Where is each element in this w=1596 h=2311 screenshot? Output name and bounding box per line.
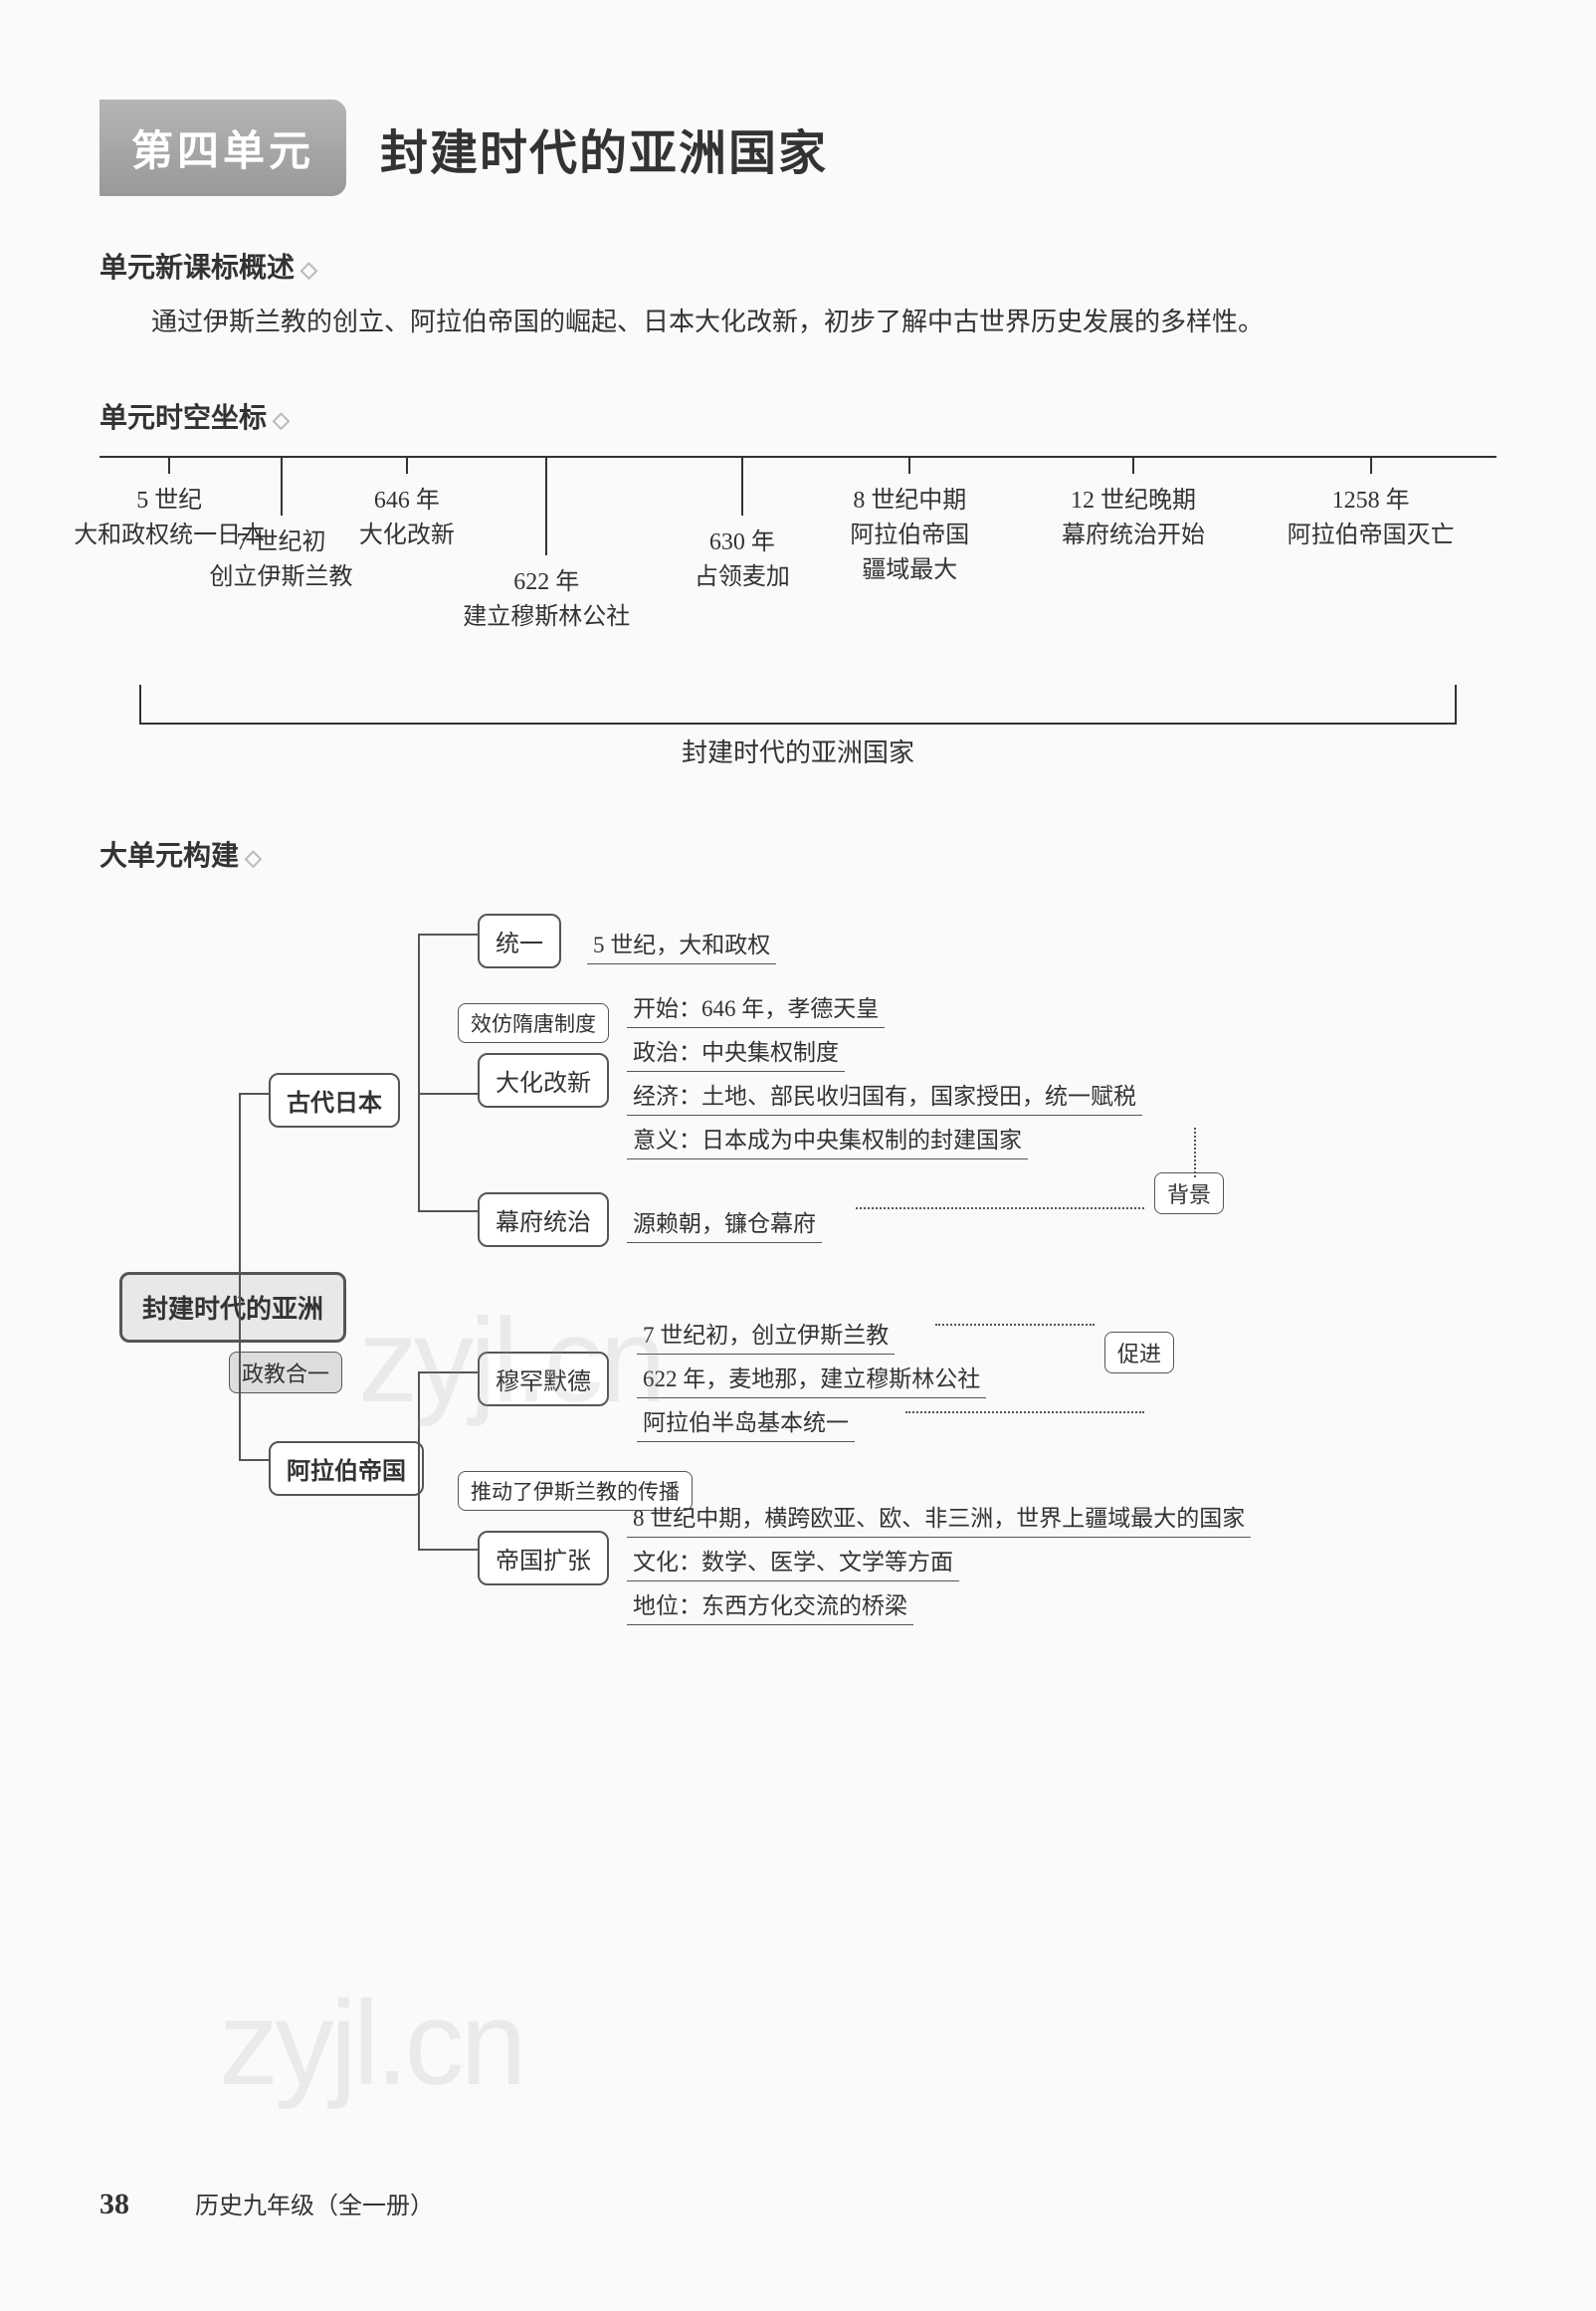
leaf-taika-3: 意义：日本成为中央集权制的封建国家 <box>627 1117 1028 1159</box>
overview-text: 通过伊斯兰教的创立、阿拉伯帝国的崛起、日本大化改新，初步了解中古世界历史发展的多… <box>100 298 1496 346</box>
timeline-desc: 建立穆斯林公社 <box>463 596 630 631</box>
badge-promote: 促进 <box>1104 1332 1174 1373</box>
timeline-event: 646 年大化改新 <box>359 456 455 549</box>
timeline-event: 630 年占领麦加 <box>695 456 790 591</box>
book-info: 历史九年级（全一册） <box>195 2194 434 2219</box>
mindmap-heading: 大单元构建◇ <box>100 834 1496 874</box>
timeline-desc: 幕府统治开始 <box>1062 515 1205 549</box>
timeline-date: 1258 年 <box>1288 480 1455 515</box>
timeline-date: 630 年 <box>695 522 790 556</box>
tag-taika: 效仿隋唐制度 <box>458 1003 609 1043</box>
unit-header: 第四单元 封建时代的亚洲国家 <box>100 100 1496 196</box>
node-root: 封建时代的亚洲 <box>119 1272 346 1343</box>
mindmap: 封建时代的亚洲 政教合一 古代日本 阿拉伯帝国 统一 5 世纪，大和政权 效仿隋… <box>100 914 1496 1730</box>
watermark-2: zyjl.cn <box>219 1975 522 2112</box>
node-arab: 阿拉伯帝国 <box>269 1441 424 1496</box>
timeline-event: 12 世纪晚期幕府统治开始 <box>1062 456 1205 549</box>
leaf-muhammad-2: 阿拉伯半岛基本统一 <box>637 1399 855 1442</box>
node-japan: 古代日本 <box>269 1073 400 1128</box>
leaf-expand-2: 地位：东西方化交流的桥梁 <box>627 1582 913 1625</box>
timeline-date: 8 世纪中期 <box>850 480 969 515</box>
timeline-bracket: 封建时代的亚洲国家 <box>139 685 1457 725</box>
timeline-event: 1258 年阿拉伯帝国灭亡 <box>1288 456 1455 549</box>
overview-heading: 单元新课标概述◇ <box>100 246 1496 286</box>
page-footer: 38 历史九年级（全一册） <box>100 2186 434 2221</box>
timeline-event: 7 世纪初创立伊斯兰教 <box>210 456 353 591</box>
timeline-heading: 单元时空坐标◇ <box>100 396 1496 436</box>
leaf-taika-0: 开始：646 年，孝德天皇 <box>627 985 885 1028</box>
node-bakufu: 幕府统治 <box>478 1192 609 1247</box>
leaf-taika-1: 政治：中央集权制度 <box>627 1029 845 1072</box>
timeline-desc: 创立伊斯兰教 <box>210 556 353 591</box>
unit-badge: 第四单元 <box>100 100 346 196</box>
unit-title: 封建时代的亚洲国家 <box>380 113 828 183</box>
leaf-muhammad-1: 622 年，麦地那，建立穆斯林公社 <box>637 1356 986 1398</box>
timeline-desc: 大化改新 <box>359 515 455 549</box>
node-muhammad: 穆罕默德 <box>478 1352 609 1406</box>
timeline-date: 646 年 <box>359 480 455 515</box>
timeline-event: 8 世纪中期阿拉伯帝国疆域最大 <box>850 456 969 584</box>
node-japan-unify: 统一 <box>478 914 561 968</box>
leaf-japan-unify-0: 5 世纪，大和政权 <box>587 922 776 964</box>
leaf-taika-2: 经济：土地、部民收归国有，国家授田，统一赋税 <box>627 1073 1142 1116</box>
timeline-date: 12 世纪晚期 <box>1062 480 1205 515</box>
bracket-label: 封建时代的亚洲国家 <box>139 733 1457 769</box>
timeline-date: 7 世纪初 <box>210 522 353 556</box>
timeline-desc: 阿拉伯帝国疆域最大 <box>850 515 969 584</box>
leaf-muhammad-0: 7 世纪初，创立伊斯兰教 <box>637 1312 895 1355</box>
timeline-event: 622 年建立穆斯林公社 <box>463 456 630 631</box>
badge-background: 背景 <box>1154 1172 1224 1214</box>
leaf-expand-1: 文化：数学、医学、文学等方面 <box>627 1539 959 1581</box>
leaf-expand-0: 8 世纪中期，横跨欧亚、欧、非三洲，世界上疆域最大的国家 <box>627 1495 1251 1538</box>
page-number: 38 <box>100 2188 129 2220</box>
timeline-date: 622 年 <box>463 561 630 596</box>
node-taika: 大化改新 <box>478 1053 609 1108</box>
leaf-bakufu-0: 源赖朝，镰仓幕府 <box>627 1200 822 1243</box>
timeline-desc: 阿拉伯帝国灭亡 <box>1288 515 1455 549</box>
timeline: 5 世纪大和政权统一日本7 世纪初创立伊斯兰教646 年大化改新622 年建立穆… <box>100 456 1496 715</box>
node-expand: 帝国扩张 <box>478 1531 609 1585</box>
timeline-desc: 占领麦加 <box>695 556 790 591</box>
